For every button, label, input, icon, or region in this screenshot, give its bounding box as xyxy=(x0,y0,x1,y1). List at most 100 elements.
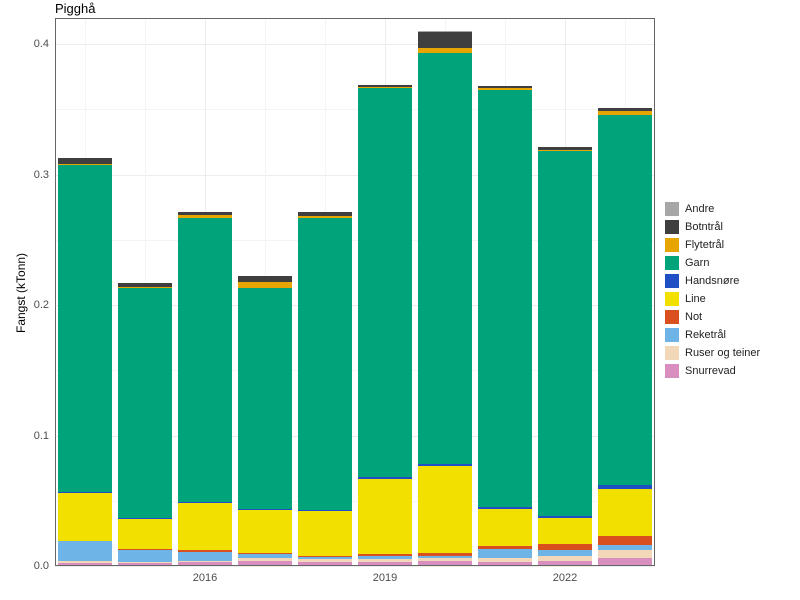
bar-segment-ruser-og-teiner xyxy=(58,561,112,564)
bar-segment-handsnøre xyxy=(298,510,352,511)
bar xyxy=(118,283,172,566)
bar-segment-garn xyxy=(118,288,172,518)
bar-segment-ruser-og-teiner xyxy=(178,561,232,562)
bar-segment-botntrål xyxy=(358,85,412,88)
bar-segment-garn xyxy=(478,90,532,508)
legend-item: Reketrål xyxy=(665,326,760,344)
chart-title: Pigghå xyxy=(55,1,95,16)
legend-item: Ruser og teiner xyxy=(665,344,760,362)
bar-segment-handsnøre xyxy=(538,516,592,517)
legend-label: Botntrål xyxy=(685,221,723,233)
bar-segment-snurrevad xyxy=(418,561,472,566)
legend-item: Botntrål xyxy=(665,218,760,236)
legend-label: Reketrål xyxy=(685,329,726,341)
y-tick-label: 0.3 xyxy=(34,169,49,181)
x-tick-label: 2019 xyxy=(373,572,397,584)
bar-segment-ruser-og-teiner xyxy=(538,556,592,561)
bar-segment-not xyxy=(298,556,352,557)
bar xyxy=(418,31,472,566)
bar-segment-line xyxy=(478,509,532,547)
bar-segment-not xyxy=(178,550,232,551)
bar-segment-botntrål xyxy=(238,276,292,281)
bar-segment-reketrål xyxy=(238,554,292,558)
bar-segment-not xyxy=(118,549,172,550)
legend-item: Line xyxy=(665,290,760,308)
bar-segment-not xyxy=(418,553,472,556)
bar-segment-flytetrål xyxy=(418,48,472,53)
legend-swatch xyxy=(665,274,679,288)
bar-segment-handsnøre xyxy=(418,464,472,465)
bar-segment-garn xyxy=(238,288,292,509)
bar-segment-snurrevad xyxy=(58,563,112,566)
legend-label: Ruser og teiner xyxy=(685,347,760,359)
bar-segment-flytetrål xyxy=(238,282,292,289)
bar-segment-handsnøre xyxy=(238,509,292,510)
x-tick-label: 2016 xyxy=(193,572,217,584)
legend-swatch xyxy=(665,220,679,234)
bar-segment-garn xyxy=(418,53,472,464)
bar-segment-line xyxy=(358,479,412,555)
bar xyxy=(178,212,232,566)
bar-segment-snurrevad xyxy=(178,562,232,566)
y-tick-label: 0.1 xyxy=(34,430,49,442)
bar-segment-flytetrål xyxy=(598,111,652,115)
bar-segment-flytetrål xyxy=(298,216,352,217)
legend-item: Not xyxy=(665,308,760,326)
x-tick-label: 2022 xyxy=(553,572,577,584)
bar-segment-garn xyxy=(358,88,412,477)
legend-swatch xyxy=(665,310,679,324)
bar-segment-handsnøre xyxy=(178,502,232,503)
bar-segment-snurrevad xyxy=(358,562,412,566)
legend-label: Flytetrål xyxy=(685,239,724,251)
bar-segment-botntrål xyxy=(178,212,232,215)
legend-label: Andre xyxy=(685,203,714,215)
bar-segment-reketrål xyxy=(538,550,592,555)
bar-segment-handsnøre xyxy=(478,507,532,508)
gridline-h xyxy=(55,566,655,567)
legend: Andre Botntrål Flytetrål Garn Handsnøre Line N… xyxy=(665,200,760,380)
bar-segment-ruser-og-teiner xyxy=(238,558,292,561)
bar xyxy=(358,85,412,566)
bar-segment-garn xyxy=(58,165,112,491)
bar-segment-flytetrål xyxy=(178,215,232,218)
bar-segment-line xyxy=(58,493,112,541)
bar xyxy=(598,108,652,566)
bar-segment-reketrål xyxy=(478,549,532,558)
bar-segment-garn xyxy=(298,218,352,510)
bar-segment-botntrål xyxy=(538,147,592,150)
bar-segment-snurrevad xyxy=(118,563,172,566)
bar-segment-line xyxy=(118,519,172,549)
bar-segment-handsnøre xyxy=(598,485,652,489)
y-tick-label: 0.2 xyxy=(34,299,49,311)
bar-segment-ruser-og-teiner xyxy=(478,558,532,562)
bar-segment-line xyxy=(238,510,292,553)
legend-item: Snurrevad xyxy=(665,362,760,380)
bar-segment-flytetrål xyxy=(358,87,412,88)
bar-segment-botntrål xyxy=(118,283,172,287)
bar-segment-reketrål xyxy=(118,550,172,562)
bar-segment-snurrevad xyxy=(478,562,532,566)
legend-label: Garn xyxy=(685,257,709,269)
bar-segment-garn xyxy=(538,151,592,516)
legend-label: Not xyxy=(685,311,702,323)
bar-segment-not xyxy=(358,554,412,555)
legend-label: Handsnøre xyxy=(685,275,739,287)
bar-segment-reketrål xyxy=(178,552,232,561)
bar-segment-botntrål xyxy=(298,212,352,216)
bar xyxy=(298,212,352,566)
bar-segment-reketrål xyxy=(358,556,412,560)
bar-segment-line xyxy=(178,503,232,550)
bar-segment-line xyxy=(538,518,592,544)
legend-item: Andre xyxy=(665,200,760,218)
bar-segment-handsnøre xyxy=(58,492,112,493)
legend-label: Snurrevad xyxy=(685,365,736,377)
legend-swatch xyxy=(665,292,679,306)
bar xyxy=(538,147,592,566)
bar xyxy=(238,276,292,566)
legend-item: Flytetrål xyxy=(665,236,760,254)
legend-swatch xyxy=(665,256,679,270)
y-tick-label: 0.4 xyxy=(34,38,49,50)
bar-segment-line xyxy=(598,489,652,536)
bar xyxy=(58,158,112,566)
bar-segment-ruser-og-teiner xyxy=(598,550,652,558)
